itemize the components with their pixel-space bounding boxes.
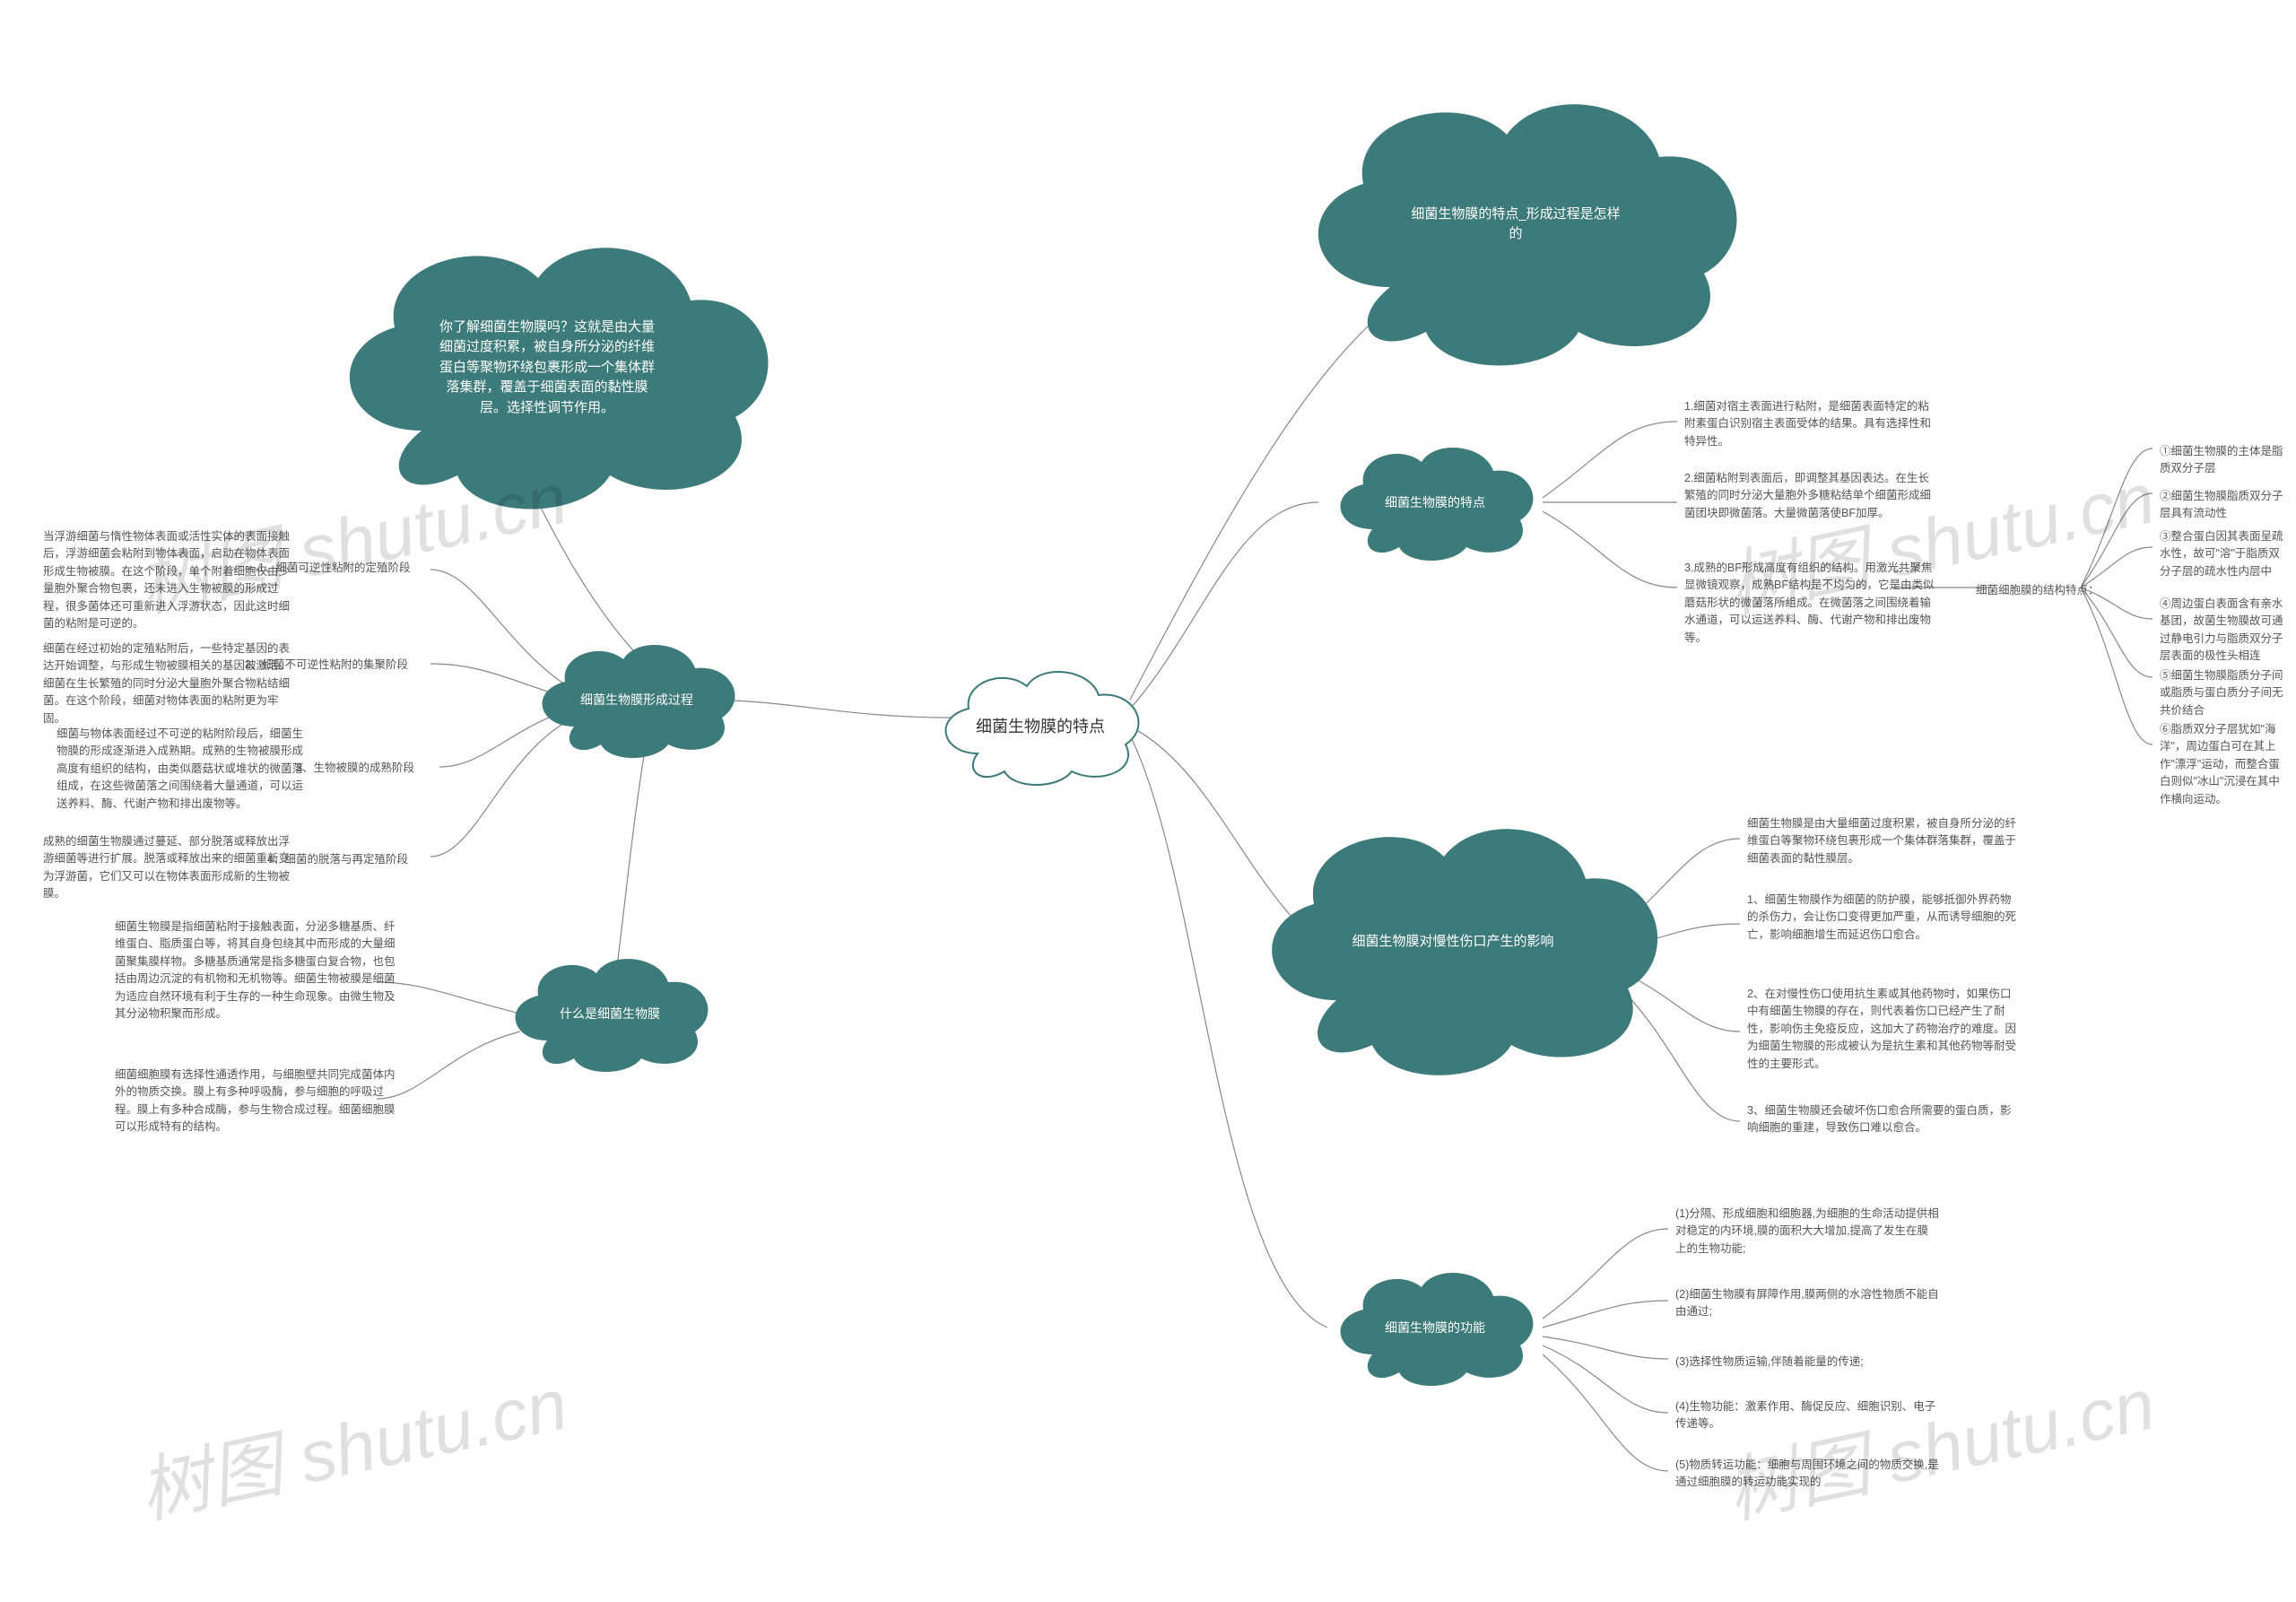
features-label: 细菌生物膜的特点 [1370, 484, 1500, 521]
impact-cloud: 细菌生物膜对慢性伤口产生的影响 [1238, 789, 1668, 1094]
features-item-1: 1.细菌对宿主表面进行粘附，是细菌表面特定的粘附素蛋白识别宿主表面受体的结果。具… [1677, 395, 1946, 454]
function-item-3: (3)选择性物质运输,伴随着能量的传递; [1668, 1350, 1871, 1374]
struct-label: 细菌细胞膜的结构特点： [1969, 579, 2107, 603]
what-item-1: 细菌生物膜是指细菌粘附于接触表面，分泌多糖基质、纤维蛋白、脂质蛋白等，将其自身包… [108, 915, 404, 1026]
impact-intro: 细菌生物膜是由大量细菌过度积累，被自身所分泌的纤维蛋白等聚物环绕包裹形成一个集体… [1740, 812, 2027, 871]
function-item-4: (4)生物功能：激素作用、酶促反应、细胞识别、电子传递等。 [1668, 1395, 1946, 1437]
impact-label: 细菌生物膜对慢性伤口产生的影响 [1337, 923, 1568, 962]
function-item-1: (1)分隔、形成细胞和细胞器,为细胞的生命活动提供相对稳定的内环境,膜的面积大大… [1668, 1202, 1946, 1261]
intro-text: 你了解细菌生物膜吗？这就是由大量细菌过度积累，被自身所分泌的纤维蛋白等聚物环绕包… [422, 309, 673, 428]
center-label: 细菌生物膜的特点 [961, 706, 1119, 748]
intro-cloud: 你了解细菌生物膜吗？这就是由大量细菌过度积累，被自身所分泌的纤维蛋白等聚物环绕包… [314, 206, 780, 529]
impact-item-1: 1、细菌生物膜作为细菌的防护膜，能够抵御外界药物的杀伤力，会让伤口变得更加严重，… [1740, 888, 2027, 947]
struct-p1: ①细菌生物膜的主体是脂质双分子层 [2152, 440, 2296, 482]
center-node: 细菌生物膜的特点 [924, 655, 1157, 798]
top-label: 细菌生物膜的特点_形成过程是怎样的 [1390, 196, 1641, 254]
process-step-2-desc: 细菌在经过初始的定殖粘附后，一些特定基因的表达开始调整，与形成生物被膜相关的基因… [36, 637, 305, 731]
struct-p4: ④周边蛋白表面含有亲水基团，故菌生物膜故可通过静电引力与脂质双分子层表面的极性头… [2152, 592, 2296, 669]
function-item-2: (2)细菌生物膜有屏障作用,膜两侧的水溶性物质不能自由通过; [1668, 1283, 1946, 1325]
function-label: 细菌生物膜的功能 [1370, 1310, 1500, 1346]
impact-item-3: 3、细菌生物膜还会破坏伤口愈合所需要的蛋白质，影响细胞的重建，导致伤口难以愈合。 [1740, 1099, 2027, 1141]
what-item-2: 细菌细胞膜有选择性通透作用，与细胞壁共同完成菌体内外的物质交换。膜上有多种呼吸酶… [108, 1063, 404, 1140]
function-item-5: (5)物质转运功能：细胞与周围环境之间的物质交换,是通过细胞膜的转运功能实现的 [1668, 1453, 1946, 1495]
struct-p5: ⑤细菌生物膜脂质分子间或脂质与蛋白质分子间无共价结合 [2152, 664, 2296, 723]
process-step-1-desc: 当浮游细菌与惰性物体表面或活性实体的表面接触后，浮游细菌会粘附到物体表面，启动在… [36, 525, 305, 636]
struct-p6: ⑥脂质双分子层犹如"海洋"，周边蛋白可在其上作"漂浮"运动，而整合蛋白则似"冰山… [2152, 718, 2296, 812]
function-cloud: 细菌生物膜的功能 [1318, 1256, 1552, 1399]
process-step-3-desc: 细菌与物体表面经过不可逆的粘附阶段后，细菌生物膜的形成逐渐进入成熟期。成熟的生物… [49, 722, 318, 816]
what-cloud: 什么是细菌生物膜 [493, 942, 726, 1085]
struct-p3: ③整合蛋白因其表面呈疏水性，故可"溶"于脂质双分子层的疏水性内层中 [2152, 525, 2296, 584]
process-cloud: 细菌生物膜形成过程 [520, 628, 753, 771]
top-cloud: 细菌生物膜的特点_形成过程是怎样的 [1283, 63, 1749, 386]
impact-item-2: 2、在对慢性伤口使用抗生素或其他药物时，如果伤口中有细菌生物膜的存在，则代表着伤… [1740, 982, 2027, 1076]
features-item-3: 3.成熟的BF形成高度有组织的结构。用激光共聚焦显微镜观察，成熟BF结构是不均匀… [1677, 556, 1946, 650]
struct-p2: ②细菌生物膜脂质双分子层具有流动性 [2152, 484, 2296, 527]
features-cloud: 细菌生物膜的特点 [1318, 431, 1552, 574]
what-label: 什么是细菌生物膜 [545, 996, 674, 1032]
process-step-4-desc: 成熟的细菌生物膜通过蔓延、部分脱落或释放出浮游细菌等进行扩展。脱落或释放出来的细… [36, 830, 305, 907]
features-item-2: 2.细菌粘附到表面后，即调整其基因表达。在生长繁殖的同时分泌大量胞外多糖粘结单个… [1677, 466, 1946, 526]
process-label: 细菌生物膜形成过程 [566, 682, 708, 718]
